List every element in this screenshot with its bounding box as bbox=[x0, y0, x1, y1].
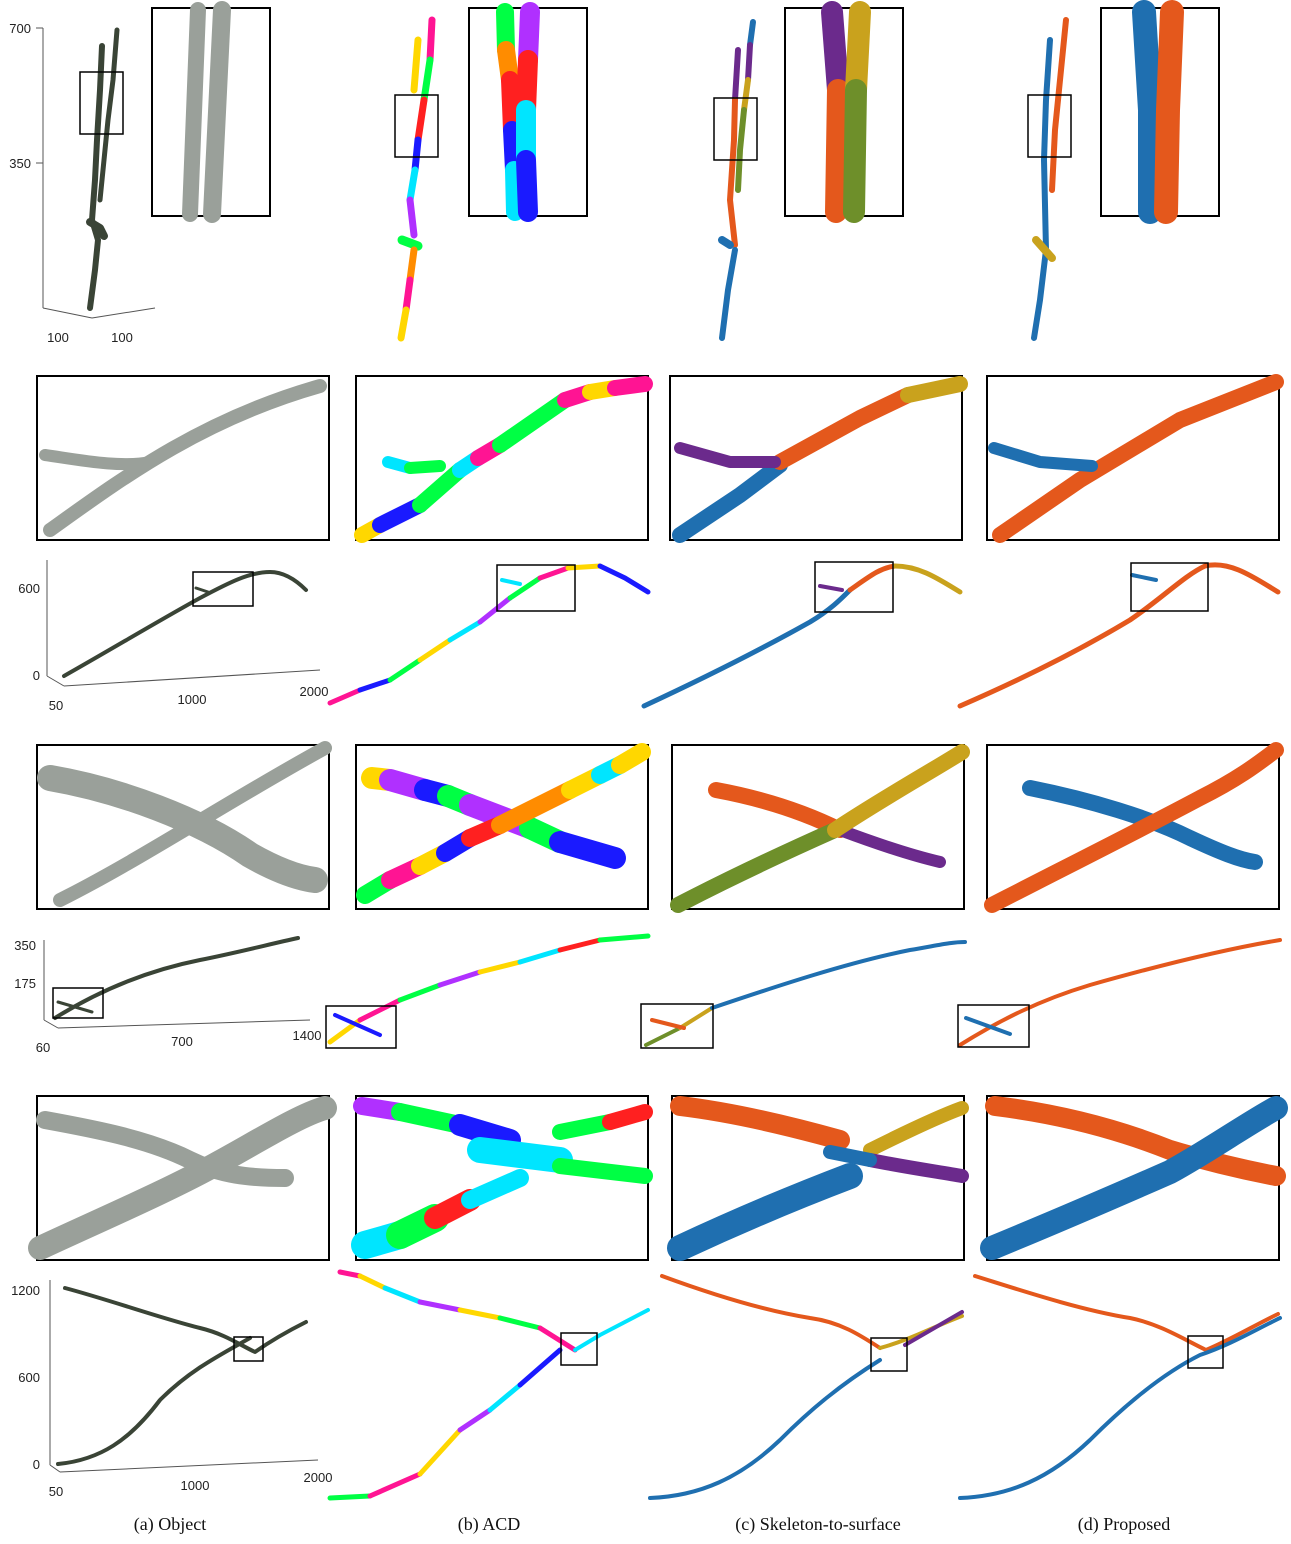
row1-ytick-350: 350 bbox=[9, 156, 31, 171]
caption-acd: (b) ACD bbox=[458, 1514, 521, 1535]
row1-object-panel: 700 350 100 100 bbox=[9, 21, 156, 345]
row1-ytick-700: 700 bbox=[9, 21, 31, 36]
row2-object-roi-box bbox=[192, 571, 254, 607]
row3-object-panel: 350 175 60 700 1400 bbox=[14, 936, 322, 1055]
row3-s2s-roi-box bbox=[640, 1003, 714, 1049]
row3-object-roi-box bbox=[52, 987, 104, 1019]
row1-object-zoom bbox=[151, 1, 271, 223]
row4-object-roi-box bbox=[233, 1336, 264, 1362]
row3-proposed-roi-box bbox=[957, 1004, 1030, 1048]
row4-ytick-1200: 1200 bbox=[11, 1283, 40, 1298]
row-1: 700 350 100 100 bbox=[9, 0, 1220, 345]
row4-ytick-600: 600 bbox=[18, 1370, 40, 1385]
row3-ytick-350: 350 bbox=[14, 938, 36, 953]
row2-xtick-2000: 2000 bbox=[300, 684, 329, 699]
row-2: 600 0 50 1000 2000 bbox=[18, 374, 1284, 713]
row2-object-panel: 600 0 50 1000 2000 bbox=[18, 560, 328, 713]
row4-proposed-zoom bbox=[980, 1095, 1288, 1261]
row1-acd-roi-box bbox=[394, 94, 439, 158]
row1-s2s-roi-box bbox=[713, 97, 758, 161]
row3-s2s-zoom bbox=[670, 744, 970, 913]
row-3: 350 175 60 700 1400 bbox=[14, 741, 1284, 1055]
row4-acd-roi-box bbox=[560, 1332, 598, 1366]
row4-acd-zoom bbox=[351, 1095, 653, 1261]
row3-xtick-1400: 1400 bbox=[293, 1028, 322, 1043]
row1-xtick-b: 100 bbox=[111, 330, 133, 345]
caption-skeleton-to-surface: (c) Skeleton-to-surface bbox=[735, 1514, 900, 1535]
row1-object-neuron-left bbox=[87, 43, 105, 311]
caption-proposed: (d) Proposed bbox=[1078, 1514, 1171, 1535]
row2-ytick-600: 600 bbox=[18, 581, 40, 596]
row2-proposed-zoom bbox=[986, 374, 1284, 543]
row1-object-neuron-right bbox=[97, 27, 120, 203]
row1-s2s-panel bbox=[713, 19, 758, 341]
row1-proposed-zoom bbox=[1100, 0, 1220, 224]
row1-proposed-panel bbox=[1027, 17, 1072, 341]
row1-acd-zoom bbox=[468, 2, 588, 222]
row3-acd-roi-box bbox=[325, 1005, 397, 1049]
row4-s2s-zoom bbox=[667, 1095, 969, 1261]
row4-proposed-roi-box bbox=[1187, 1335, 1224, 1369]
row4-object-panel: 1200 600 0 50 1000 2000 bbox=[11, 1280, 332, 1499]
row3-xtick-60: 60 bbox=[36, 1040, 50, 1055]
row3-object-zoom bbox=[36, 741, 332, 910]
caption-object: (a) Object bbox=[134, 1514, 206, 1535]
row1-s2s-zoom bbox=[784, 1, 904, 223]
row1-object-blob bbox=[86, 218, 108, 240]
row2-proposed-roi-box bbox=[1130, 562, 1209, 612]
row4-s2s-roi-box bbox=[870, 1337, 908, 1372]
row2-xtick-50: 50 bbox=[49, 698, 63, 713]
row1-object-roi-box bbox=[79, 71, 124, 135]
row2-xtick-1000: 1000 bbox=[178, 692, 207, 707]
row2-proposed-panel bbox=[957, 562, 1281, 709]
row4-ytick-0: 0 bbox=[33, 1457, 40, 1472]
row3-s2s-panel bbox=[640, 940, 967, 1049]
row1-xtick-a: 100 bbox=[47, 330, 69, 345]
row2-object-zoom bbox=[36, 375, 330, 541]
row3-xtick-700: 700 bbox=[171, 1034, 193, 1049]
row1-proposed-roi-box bbox=[1027, 94, 1072, 158]
row4-object-zoom bbox=[28, 1095, 337, 1261]
row4-xtick-2000: 2000 bbox=[304, 1470, 333, 1485]
row2-s2s-roi-box bbox=[814, 561, 894, 613]
row-4: 1200 600 0 50 1000 2000 bbox=[11, 1095, 1288, 1501]
row3-acd-panel bbox=[325, 933, 651, 1049]
row4-xtick-50: 50 bbox=[49, 1484, 63, 1499]
row3-acd-zoom bbox=[355, 743, 651, 910]
row1-acd-panel bbox=[394, 16, 439, 342]
row2-s2s-zoom bbox=[669, 375, 968, 543]
captions: (a) Object (b) ACD (c) Skeleton-to-surfa… bbox=[134, 1514, 1170, 1535]
row3-ytick-175: 175 bbox=[14, 976, 36, 991]
row4-xtick-1000: 1000 bbox=[181, 1478, 210, 1493]
row3-proposed-zoom bbox=[984, 742, 1284, 913]
row2-s2s-panel bbox=[641, 561, 963, 709]
row2-ytick-0: 0 bbox=[33, 668, 40, 683]
row2-acd-zoom bbox=[354, 375, 653, 543]
row2-acd-panel bbox=[327, 563, 651, 706]
row2-acd-roi-box bbox=[496, 564, 576, 612]
row4-s2s-panel bbox=[648, 1274, 964, 1500]
row4-acd-panel bbox=[327, 1269, 650, 1501]
row4-proposed-panel bbox=[958, 1274, 1282, 1500]
row3-proposed-panel bbox=[957, 938, 1282, 1048]
